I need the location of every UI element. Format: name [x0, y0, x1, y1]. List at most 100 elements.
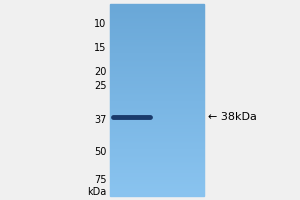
Bar — [110, 9, 204, 10]
Bar — [110, 155, 204, 156]
Bar — [110, 107, 204, 108]
Text: 75: 75 — [94, 175, 106, 185]
Bar — [110, 158, 204, 159]
Bar — [110, 184, 204, 185]
Bar — [110, 122, 204, 123]
Bar — [110, 120, 204, 121]
Bar — [110, 162, 204, 163]
Bar — [110, 36, 204, 37]
Bar — [110, 186, 204, 187]
Bar — [110, 98, 204, 99]
Bar — [110, 17, 204, 18]
Bar — [110, 48, 204, 49]
Bar — [110, 110, 204, 111]
Bar — [110, 195, 204, 196]
Bar — [110, 79, 204, 80]
Bar — [110, 190, 204, 191]
Bar — [110, 46, 204, 47]
Bar — [110, 43, 204, 44]
Bar — [110, 37, 204, 38]
Bar — [110, 38, 204, 39]
Bar — [110, 74, 204, 75]
Bar — [110, 173, 204, 174]
Bar — [110, 28, 204, 29]
Bar — [110, 47, 204, 48]
Bar — [110, 102, 204, 103]
Bar — [110, 40, 204, 41]
Bar — [110, 73, 204, 74]
Bar — [110, 118, 204, 119]
Bar — [110, 100, 204, 101]
Bar — [110, 119, 204, 120]
Bar — [110, 22, 204, 23]
Bar — [110, 85, 204, 86]
Bar — [110, 161, 204, 162]
Bar — [110, 128, 204, 129]
Bar — [110, 56, 204, 57]
Bar — [110, 148, 204, 149]
Bar — [110, 66, 204, 67]
Bar — [110, 138, 204, 139]
Bar — [110, 51, 204, 52]
Bar — [110, 104, 204, 105]
Bar — [110, 77, 204, 78]
Bar — [110, 49, 204, 50]
Bar — [110, 12, 204, 13]
Bar — [110, 132, 204, 133]
Bar — [110, 58, 204, 59]
Bar — [110, 181, 204, 182]
Bar — [110, 6, 204, 7]
Bar — [110, 27, 204, 28]
Bar — [110, 124, 204, 125]
Bar — [110, 166, 204, 167]
Bar — [110, 13, 204, 14]
Bar — [110, 143, 204, 144]
Bar — [110, 142, 204, 143]
Bar — [110, 187, 204, 188]
Bar — [110, 112, 204, 113]
Bar — [110, 134, 204, 135]
Bar — [110, 159, 204, 160]
Bar — [110, 165, 204, 166]
Bar — [110, 54, 204, 55]
Bar — [110, 175, 204, 176]
Bar — [110, 103, 204, 104]
Bar — [110, 64, 204, 65]
Bar — [110, 45, 204, 46]
Bar — [110, 71, 204, 72]
Bar — [110, 160, 204, 161]
Bar — [110, 139, 204, 140]
Bar — [110, 150, 204, 151]
Bar — [110, 147, 204, 148]
Bar — [110, 57, 204, 58]
Bar — [110, 67, 204, 68]
Bar — [110, 185, 204, 186]
Bar — [110, 194, 204, 195]
Bar — [110, 81, 204, 82]
Bar — [110, 88, 204, 89]
Bar — [110, 68, 204, 69]
Bar — [110, 144, 204, 145]
Bar — [110, 101, 204, 102]
Bar — [110, 141, 204, 142]
Bar — [110, 116, 204, 117]
Text: 15: 15 — [94, 43, 106, 53]
Bar — [110, 42, 204, 43]
Bar — [110, 123, 204, 124]
Bar — [110, 72, 204, 73]
Text: 20: 20 — [94, 67, 106, 77]
Bar — [110, 179, 204, 180]
Bar — [110, 26, 204, 27]
Bar — [110, 24, 204, 25]
Bar — [110, 80, 204, 81]
Bar — [110, 174, 204, 175]
Bar — [110, 111, 204, 112]
Text: 37: 37 — [94, 115, 106, 125]
Bar — [110, 178, 204, 179]
Bar — [110, 169, 204, 170]
Bar — [110, 126, 204, 127]
Bar — [110, 59, 204, 60]
Bar — [110, 130, 204, 131]
Bar — [110, 167, 204, 168]
Bar — [110, 76, 204, 77]
